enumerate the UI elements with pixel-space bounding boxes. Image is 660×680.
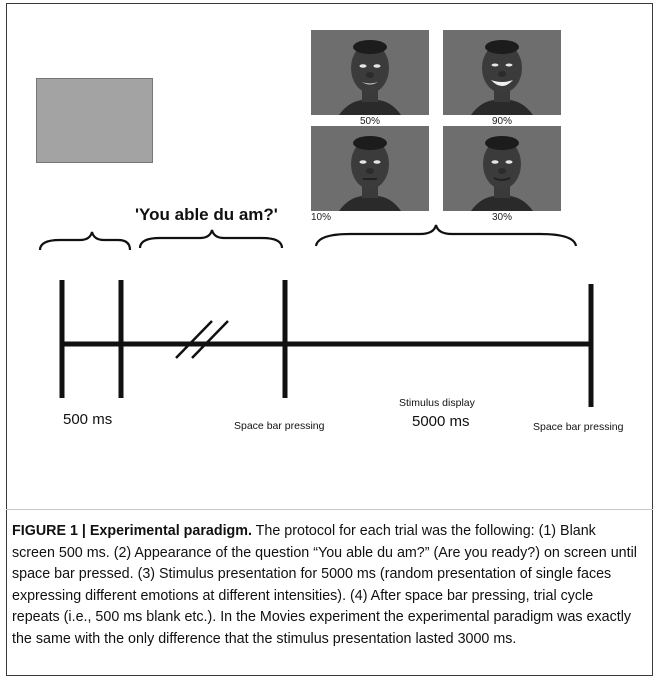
brace-question (138, 229, 284, 249)
face-image-30 (443, 126, 561, 211)
break-mark-2 (191, 320, 229, 359)
face-image-50 (311, 30, 429, 115)
caption-title: FIGURE 1 | Experimental paradigm. (12, 523, 252, 539)
face-image-90 (443, 30, 561, 115)
break-mark-1 (175, 320, 213, 359)
face-portrait-icon (443, 126, 561, 211)
face-portrait-icon (311, 30, 429, 115)
figure-caption: FIGURE 1 | Experimental paradigm. The pr… (12, 521, 642, 651)
label-stimulus-title: Stimulus display (399, 397, 475, 409)
caption-divider (6, 509, 653, 510)
face-label-50: 50% (359, 116, 380, 127)
question-text: 'You able du am?' (135, 205, 278, 224)
face-label-30: 30% (491, 212, 512, 223)
face-portrait-icon (443, 30, 561, 115)
brace-stimulus (314, 224, 578, 247)
face-label-90: 90% (491, 116, 512, 127)
face-image-10 (311, 126, 429, 211)
caption-body: The protocol for each trial was the foll… (12, 523, 637, 647)
face-label-10: 10% (311, 212, 332, 223)
brace-blank (38, 231, 132, 251)
face-portrait-icon (311, 126, 429, 211)
blank-screen-stimulus (36, 78, 153, 163)
label-space-bar-2: Space bar pressing (533, 421, 624, 433)
label-stimulus-duration: 5000 ms (412, 413, 470, 430)
timeline-diagram (38, 224, 594, 407)
label-blank-duration: 500 ms (63, 411, 113, 428)
label-space-bar-1: Space bar pressing (234, 420, 325, 432)
